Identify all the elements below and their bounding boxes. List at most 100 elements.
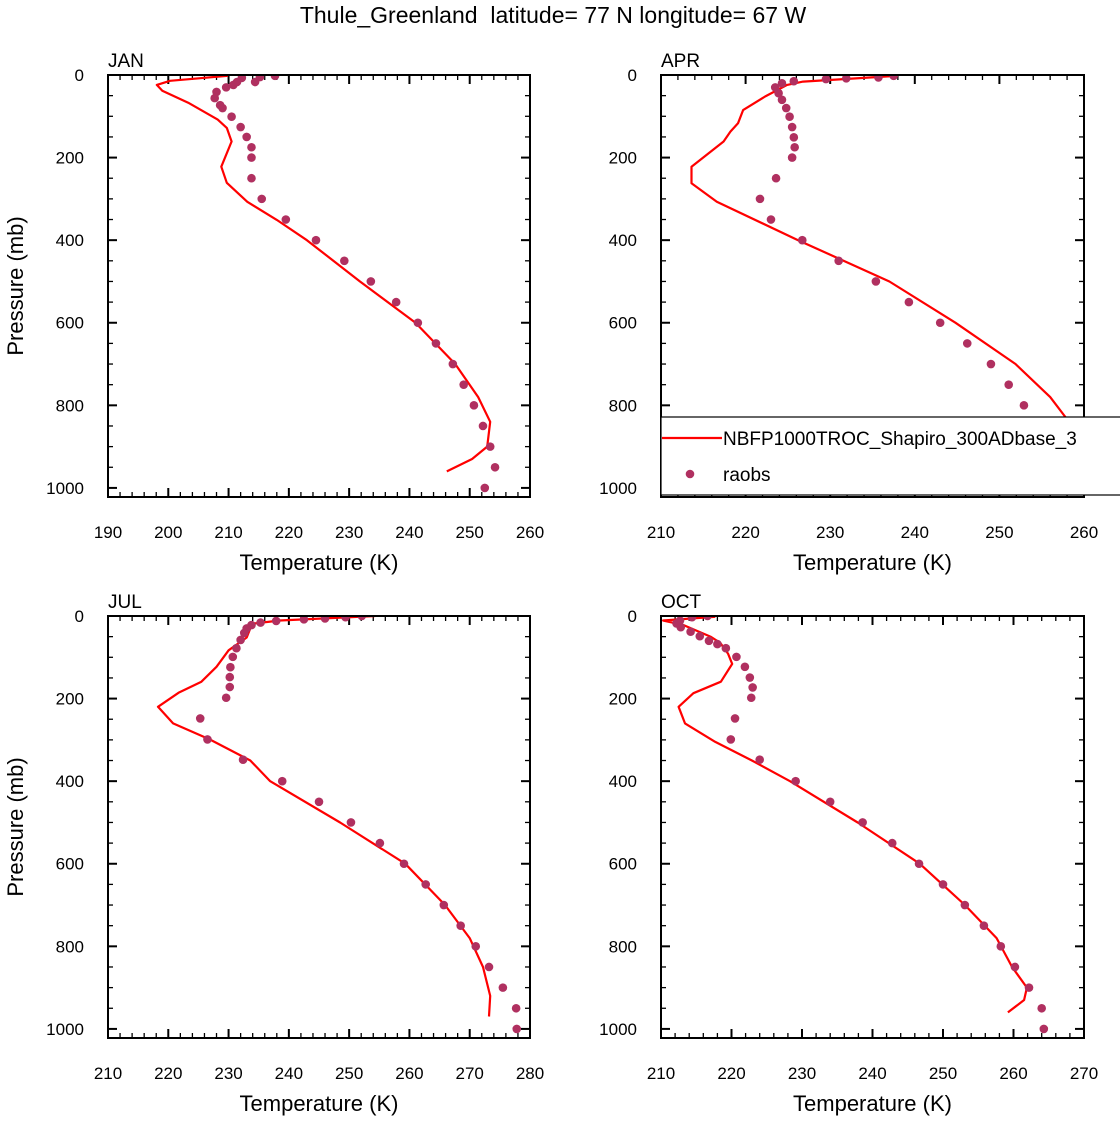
- raobs-point: [766, 215, 776, 224]
- raobs-point: [485, 442, 495, 451]
- y-tick-label: 200: [609, 690, 637, 709]
- panel-jan: JAN 190 200 210 220 230 240 250 260 0 200 400 600 800…: [3, 51, 544, 575]
- raobs-point: [236, 122, 245, 132]
- x-tick-label: 210: [94, 1064, 122, 1083]
- raobs-point: [225, 672, 235, 682]
- raobs-point: [962, 339, 972, 348]
- y-tick-label: 600: [609, 855, 637, 874]
- raobs-point: [789, 76, 799, 86]
- raobs-point: [797, 235, 807, 245]
- raobs-point: [1037, 1003, 1046, 1013]
- x-tick-label: 240: [275, 1064, 303, 1083]
- raobs-point: [478, 421, 488, 431]
- raobs-point: [346, 818, 356, 827]
- raobs-point: [314, 797, 324, 807]
- panel-oct: OCT 210 220 230 240 250 260 270 0 200 400 600 800 100…: [599, 592, 1098, 1116]
- raobs-point: [239, 628, 249, 638]
- y-tick-label: 1000: [46, 1020, 84, 1039]
- raobs-point: [511, 1003, 521, 1013]
- y-tick-label: 0: [75, 66, 84, 85]
- raobs-point: [221, 693, 231, 703]
- figure-title: Thule_Greenland latitude= 77 N longitude…: [299, 2, 807, 28]
- raobs-point: [726, 735, 736, 744]
- legend-model-label: NBFP1000TROC_Shapiro_300ADbase_3: [723, 429, 1077, 450]
- x-tick-label: 200: [154, 523, 182, 542]
- x-tick-label: 270: [1070, 1064, 1098, 1083]
- model-series-line: [156, 616, 492, 1017]
- x-tick-label: 210: [214, 523, 242, 542]
- legend-raobs-label: raobs: [723, 465, 771, 486]
- raobs-point: [914, 859, 924, 869]
- raobs-point: [257, 194, 267, 204]
- raobs-point: [229, 80, 238, 90]
- y-tick-label: 0: [75, 607, 84, 626]
- raobs-point: [841, 75, 851, 83]
- raobs-point: [250, 77, 260, 87]
- raobs-point: [713, 639, 722, 649]
- x-tick-label: 260: [516, 523, 544, 542]
- raobs-point: [341, 616, 350, 622]
- raobs-point: [821, 75, 831, 84]
- raobs-point: [498, 983, 508, 992]
- raobs-point: [227, 112, 236, 122]
- raobs-point: [1024, 983, 1034, 992]
- x-tick-label: 220: [275, 523, 303, 542]
- y-tick-label: 0: [628, 66, 637, 85]
- raobs-point: [1010, 962, 1020, 972]
- plot-frame: [660, 74, 1085, 498]
- raobs-point: [748, 683, 757, 692]
- x-tick-label: 260: [999, 1064, 1027, 1083]
- raobs-point: [299, 616, 309, 624]
- raobs-point: [225, 682, 235, 692]
- raobs-point: [471, 942, 481, 951]
- y-tick-label: 800: [609, 396, 637, 415]
- raobs-point: [459, 380, 468, 389]
- raobs-point: [871, 277, 881, 286]
- x-tick-label: 240: [395, 523, 423, 542]
- raobs-point: [512, 1024, 522, 1034]
- raobs-point: [874, 75, 883, 82]
- raobs-point: [247, 142, 256, 152]
- raobs-point: [221, 83, 231, 92]
- raobs-point: [746, 693, 756, 703]
- raobs-point: [281, 215, 291, 224]
- raobs-point: [703, 616, 712, 621]
- x-tick-label: 230: [816, 523, 844, 542]
- raobs-point: [979, 921, 989, 930]
- plot-area: [690, 75, 1078, 493]
- plot-frame: [107, 74, 531, 498]
- x-tick-label: 270: [456, 1064, 484, 1083]
- raobs-point: [721, 643, 731, 653]
- raobs-point: [210, 93, 220, 103]
- panel-title: APR: [661, 51, 700, 72]
- raobs-point: [774, 88, 783, 98]
- raobs-point: [366, 277, 376, 286]
- raobs-point: [448, 359, 458, 369]
- raobs-point: [787, 153, 797, 162]
- y-tick-label: 600: [56, 314, 84, 333]
- y-axis-label: Pressure (mb): [3, 757, 28, 896]
- x-axis-label: Temperature (K): [793, 1091, 952, 1116]
- y-tick-label: 400: [609, 231, 637, 250]
- x-tick-label: 210: [647, 1064, 675, 1083]
- y-tick-label: 1000: [599, 1020, 637, 1039]
- raobs-point: [834, 256, 843, 266]
- panel-title: JUL: [108, 592, 142, 613]
- x-tick-label: 220: [717, 1064, 745, 1083]
- y-tick-label: 600: [56, 855, 84, 874]
- raobs-point: [247, 153, 256, 162]
- raobs-point: [686, 627, 695, 636]
- raobs-point: [777, 95, 787, 105]
- x-tick-label: 250: [985, 523, 1013, 542]
- plot-area: [156, 616, 522, 1034]
- y-tick-label: 800: [609, 937, 637, 956]
- x-tick-label: 250: [929, 1064, 957, 1083]
- raobs-point: [218, 103, 227, 113]
- legend-box: [660, 416, 1120, 496]
- raobs-point: [791, 776, 800, 786]
- raobs-point: [771, 173, 781, 183]
- raobs-point: [226, 662, 235, 672]
- raobs-point: [431, 339, 441, 348]
